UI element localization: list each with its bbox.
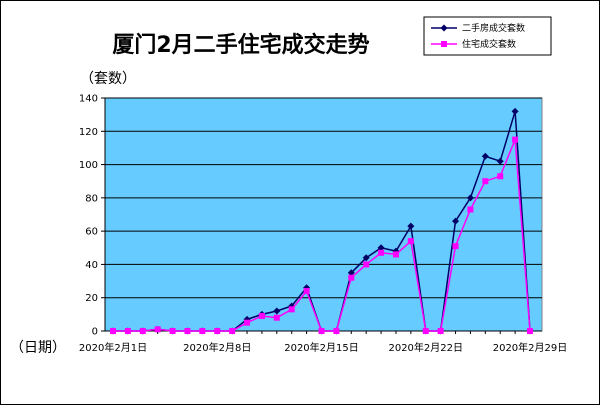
series-2-point <box>318 328 325 334</box>
y-tick-label: 140 <box>79 94 98 105</box>
x-tick-label: 2020年2月15日 <box>284 341 359 354</box>
chart-title: 厦门2月二手住宅成交走势 <box>112 32 369 58</box>
series-2-point <box>273 314 280 321</box>
series-1-point <box>362 254 370 262</box>
series-2-point <box>333 328 340 334</box>
series-2-point <box>258 313 265 320</box>
legend-label-2: 住宅成交套数 <box>462 38 516 50</box>
y-tick-label: 20 <box>85 293 98 304</box>
series-2-point <box>139 328 146 334</box>
series-2-point <box>169 328 176 334</box>
series-1-point <box>377 244 385 252</box>
y-tick-label: 80 <box>85 193 98 204</box>
series-2-point <box>422 328 429 334</box>
legend: 二手房成交套数 住宅成交套数 <box>423 16 552 56</box>
x-tick-label: 2020年2月22日 <box>388 341 463 354</box>
legend-box <box>423 16 552 56</box>
series-1-point <box>466 194 474 202</box>
series-2-point <box>124 328 131 334</box>
series-2-point <box>407 238 414 245</box>
series-2-point <box>348 274 355 281</box>
tick-labels: 0 20 40 60 80 100 120 140 2020年2月1日 2020年2月8日 2020… <box>79 94 567 355</box>
series-2-point <box>229 328 236 334</box>
legend-label-1: 二手房成交套数 <box>462 22 525 34</box>
series-2-point <box>110 328 116 334</box>
series-2-point <box>497 173 504 180</box>
x-tick-label: 2020年2月1日 <box>79 341 147 354</box>
series-2-point <box>214 328 221 334</box>
series-2-point <box>512 136 519 143</box>
series-1-point <box>481 152 489 160</box>
series-2-point <box>363 261 370 268</box>
series-2-point <box>392 251 399 258</box>
series-1-point <box>511 107 519 115</box>
legend-marker-2 <box>441 41 447 47</box>
series-2-point <box>303 288 310 295</box>
x-tick-label: 2020年2月29日 <box>493 341 568 354</box>
series-2-point <box>244 319 251 326</box>
x-tick-label: 2020年2月8日 <box>183 341 251 354</box>
series-2-point <box>378 249 385 256</box>
series-2-point <box>482 178 489 185</box>
y-tick-label: 120 <box>79 127 98 138</box>
series-2-point <box>199 328 206 334</box>
series-1-point <box>347 269 355 277</box>
y-axis-title: （套数） <box>80 71 136 87</box>
series-1-point <box>273 307 281 315</box>
y-tick-label: 40 <box>85 260 98 271</box>
series-2-point <box>437 328 444 334</box>
series-2-point <box>527 328 533 334</box>
y-tick-label: 100 <box>79 160 98 171</box>
series-2-point <box>452 243 459 250</box>
series-2-point <box>467 206 474 213</box>
series-layer <box>109 107 534 335</box>
plot-area <box>104 97 543 332</box>
y-tick-label: 0 <box>92 327 98 338</box>
series-1-point <box>452 217 460 225</box>
y-tick-label: 60 <box>85 227 98 238</box>
series-1-point <box>496 157 504 165</box>
series-2-point <box>288 306 295 313</box>
series-2-point <box>154 326 161 333</box>
x-axis-title: （日期） <box>10 340 66 356</box>
legend-marker-1 <box>440 24 448 32</box>
series-2-point <box>184 328 191 334</box>
gridlines <box>105 97 542 299</box>
series-1-point <box>407 222 415 230</box>
